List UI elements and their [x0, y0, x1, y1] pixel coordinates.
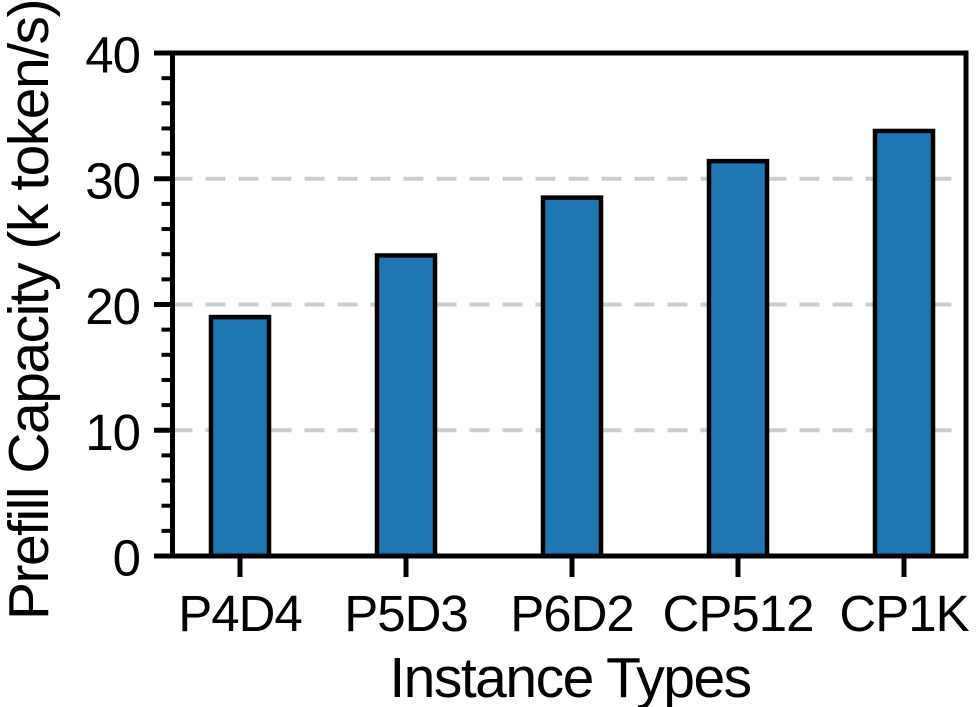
y-tick-label-40: 40 — [85, 27, 140, 84]
y-axis-label: Prefill Capacity (k token/s) — [0, 0, 61, 620]
bar-p6d2 — [540, 195, 604, 559]
bar-p5d3 — [374, 253, 438, 559]
y-tick-label-20: 20 — [85, 278, 140, 335]
bar-cp1k — [872, 128, 936, 559]
x-tick-label-p5d3: P5D3 — [344, 585, 468, 642]
x-axis-label: Instance Types — [389, 646, 750, 707]
y-tick-label-0: 0 — [113, 530, 140, 587]
y-tick-label-30: 30 — [85, 152, 140, 209]
x-tick-label-cp1k: CP1K — [839, 585, 969, 642]
bar-p4d4 — [208, 314, 272, 559]
x-ticks-group — [237, 556, 907, 577]
bar-cp512 — [706, 158, 770, 559]
y-ticks-group — [154, 50, 173, 559]
y-tick-labels-group: 0 10 20 30 40 — [85, 27, 141, 587]
x-tick-labels-group: P4D4 P5D3 P6D2 CP512 CP1K — [178, 585, 970, 642]
x-tick-label-p4d4: P4D4 — [178, 585, 302, 642]
x-tick-label-cp512: CP512 — [663, 585, 814, 642]
x-tick-label-p6d2: P6D2 — [510, 585, 634, 642]
bars-group — [208, 128, 936, 559]
y-tick-label-10: 10 — [85, 404, 140, 461]
